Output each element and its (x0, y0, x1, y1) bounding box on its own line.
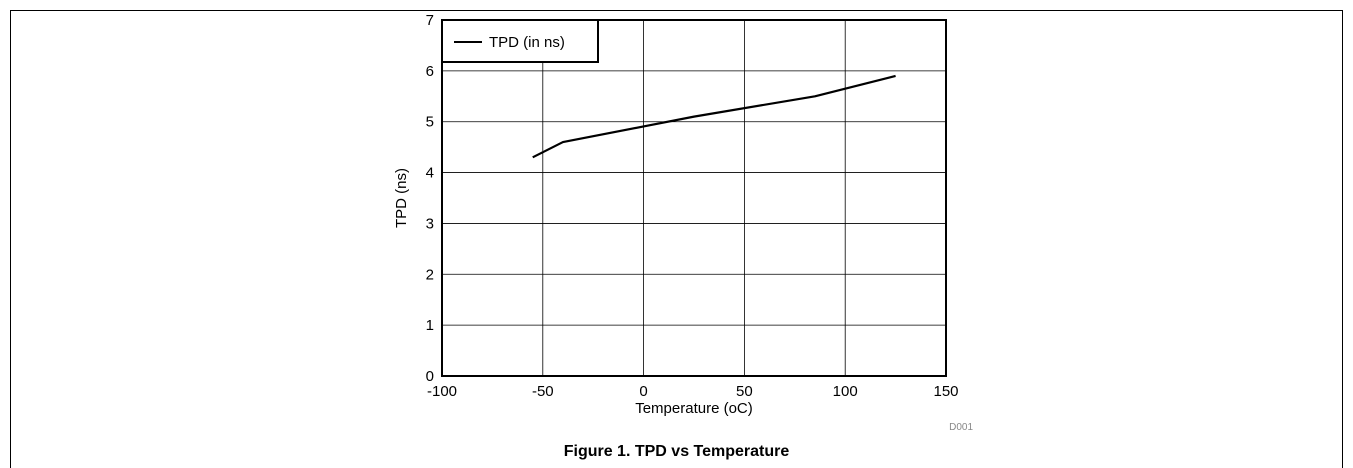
x-tick-label: -100 (427, 383, 457, 400)
y-tick-label: 3 (426, 215, 434, 232)
chart-grid (441, 19, 947, 377)
y-tick-label: 0 (426, 368, 434, 385)
y-tick-label: 5 (426, 114, 434, 131)
y-tick-label: 4 (426, 165, 434, 182)
chart-series (532, 74, 896, 159)
y-tick-label: 6 (426, 63, 434, 80)
y-tick-labels: 0 1 2 3 4 5 6 7 (426, 12, 434, 385)
y-axis-label: TPD (ns) (393, 168, 410, 228)
plot-area-border (441, 19, 947, 377)
figure-caption: Figure 1. TPD vs Temperature (563, 443, 790, 460)
figure-frame (10, 10, 1343, 468)
y-tick-label: 7 (426, 12, 434, 29)
x-tick-label: 100 (833, 383, 858, 400)
x-tick-label: 150 (933, 383, 958, 400)
x-tick-label: -50 (532, 383, 554, 400)
figure-id-label: D001 (949, 422, 973, 433)
legend: TPD (in ns) (441, 19, 599, 63)
x-tick-label: 50 (736, 383, 753, 400)
x-tick-label: 0 (639, 383, 647, 400)
x-tick-labels: -100 -50 0 50 100 150 (427, 383, 959, 400)
x-axis-label: Temperature (oC) (635, 400, 753, 417)
series-line-tpd (532, 74, 896, 159)
y-tick-label: 1 (426, 317, 434, 334)
legend-label-tpd: TPD (in ns) (489, 34, 565, 51)
y-tick-label: 2 (426, 266, 434, 283)
tpd-chart: -100 -50 0 50 100 150 0 1 2 3 4 5 6 7 Temperature (o… (393, 12, 973, 433)
